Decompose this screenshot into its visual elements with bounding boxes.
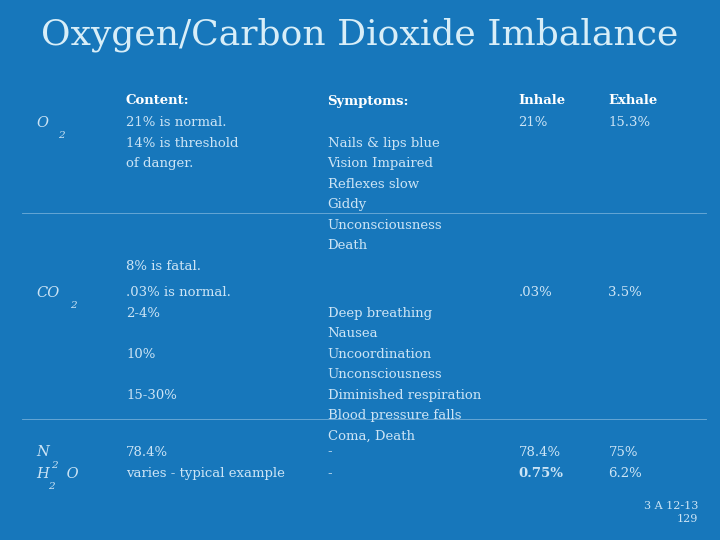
Text: 2-4%: 2-4% [126,307,160,320]
Text: 21%: 21% [518,116,548,129]
Text: N: N [36,446,49,460]
Text: 15-30%: 15-30% [126,389,177,402]
Text: 75%: 75% [608,446,638,458]
Text: 21% is normal.: 21% is normal. [126,116,227,129]
Text: .03%: .03% [518,286,552,299]
Text: Blood pressure falls: Blood pressure falls [328,409,461,422]
Text: Nausea: Nausea [328,327,378,340]
Text: 0.75%: 0.75% [518,467,563,480]
Text: 2: 2 [48,482,55,491]
Text: Symptoms:: Symptoms: [328,94,409,107]
Text: 10%: 10% [126,348,156,361]
Text: 8% is fatal.: 8% is fatal. [126,260,201,273]
Text: Inhale: Inhale [518,94,565,107]
Text: 3 A 12-13
129: 3 A 12-13 129 [644,501,698,524]
Text: Death: Death [328,239,368,252]
Text: Uncoordination: Uncoordination [328,348,432,361]
Text: 3.5%: 3.5% [608,286,642,299]
Text: Content:: Content: [126,94,189,107]
Text: Vision Impaired: Vision Impaired [328,157,433,170]
Text: -: - [328,467,332,480]
Text: varies - typical example: varies - typical example [126,467,285,480]
Text: Deep breathing: Deep breathing [328,307,432,320]
Text: Oxygen/Carbon Dioxide Imbalance: Oxygen/Carbon Dioxide Imbalance [41,18,679,52]
Text: 6.2%: 6.2% [608,467,642,480]
Text: 2: 2 [70,301,76,310]
Text: H: H [36,467,49,481]
Text: .03% is normal.: .03% is normal. [126,286,231,299]
Text: O: O [36,116,48,130]
Text: 78.4%: 78.4% [518,446,561,458]
Text: Coma, Death: Coma, Death [328,430,415,443]
Text: Diminished respiration: Diminished respiration [328,389,481,402]
Text: 14% is threshold: 14% is threshold [126,137,238,150]
Text: O: O [62,467,78,481]
Text: of danger.: of danger. [126,157,194,170]
Text: 78.4%: 78.4% [126,446,168,458]
Text: Giddy: Giddy [328,198,367,211]
Text: -: - [328,446,332,458]
Text: 15.3%: 15.3% [608,116,651,129]
Text: 2: 2 [58,131,65,140]
Text: Exhale: Exhale [608,94,657,107]
Text: Unconsciousness: Unconsciousness [328,219,442,232]
Text: 2: 2 [51,461,58,470]
Text: CO: CO [36,286,59,300]
Text: Unconsciousness: Unconsciousness [328,368,442,381]
Text: Nails & lips blue: Nails & lips blue [328,137,439,150]
Text: Reflexes slow: Reflexes slow [328,178,419,191]
